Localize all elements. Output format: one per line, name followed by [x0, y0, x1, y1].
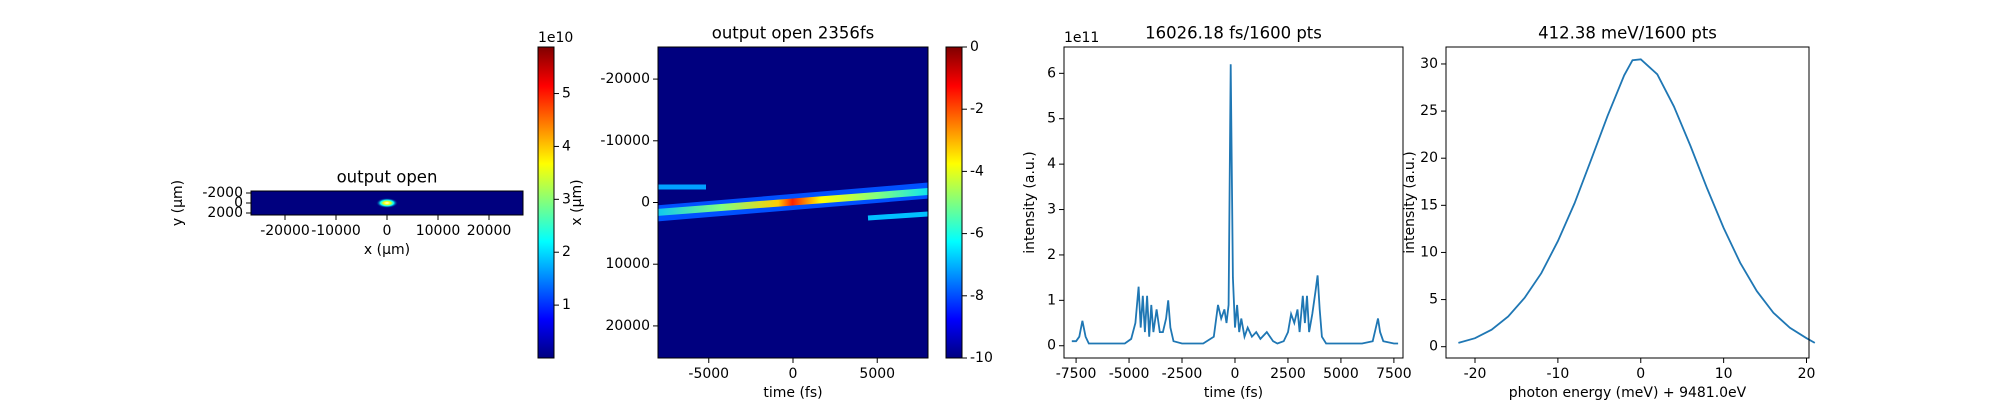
x-tick-label: 2500	[1270, 366, 1306, 382]
colorbar-tick-label: -10	[970, 350, 993, 366]
heatmap-spot	[376, 198, 398, 208]
chart-title: 412.38 meV/1600 pts	[1538, 24, 1717, 43]
chart-title: output open 2356fs	[712, 24, 875, 43]
colorbar-tick-label: -6	[970, 226, 984, 242]
x-axis-label: photon energy (meV) + 9481.0eV	[1509, 385, 1747, 400]
colorbar-tick-label: 0	[970, 39, 979, 55]
y-tick-label: 4	[1047, 156, 1056, 172]
y-tick-label: 1	[1047, 292, 1056, 308]
colorbar-frame	[945, 46, 963, 359]
y-tick-label: 0	[1047, 338, 1056, 354]
streak-core	[658, 188, 928, 216]
colorbar-offset-label: 1e10	[538, 30, 573, 46]
y-tick-label: 15	[1420, 197, 1438, 213]
x-tick-label: -7500	[1056, 366, 1097, 382]
axes-frame	[250, 190, 524, 216]
y-tick-label: -10000	[600, 133, 650, 149]
colorbar-tick-label: 4	[562, 138, 571, 154]
x-axis-label: time (fs)	[1204, 385, 1263, 400]
chart-title: output open	[337, 168, 438, 187]
y-tick-label: 2000	[207, 205, 243, 221]
y-tick-label: 20	[1420, 150, 1438, 166]
x-tick-label: 0	[1231, 366, 1240, 382]
heatmap-streaks	[658, 182, 928, 222]
x-tick-label: 10	[1715, 366, 1733, 382]
colorbar-tick-label: -4	[970, 163, 984, 179]
colorbar-tick-label: 2	[562, 244, 571, 260]
colorbar-tick-label: 1	[562, 297, 571, 313]
colorbar	[946, 47, 962, 358]
x-tick-label: 20000	[467, 223, 512, 239]
y-tick-label: 5	[1047, 111, 1056, 127]
axes-frame	[1063, 46, 1404, 359]
colorbar-tick-label: -2	[970, 101, 984, 117]
colorbar-tick-label: 5	[562, 86, 571, 102]
x-tick-label: 7500	[1376, 366, 1412, 382]
x-tick-label: 5000	[859, 366, 895, 382]
x-tick-label: -2500	[1162, 366, 1203, 382]
line	[1458, 58, 1816, 344]
streak-side	[867, 211, 928, 221]
colorbar	[538, 47, 554, 358]
y-tick-label: 10	[1420, 244, 1438, 260]
y-tick-label: 10000	[605, 256, 650, 272]
x-tick-label: -5000	[1109, 366, 1150, 382]
y-tick-label: -20000	[600, 71, 650, 87]
x-tick-label: -5000	[688, 366, 729, 382]
y-tick-label: -2000	[202, 185, 243, 201]
y-axis-label: x (μm)	[569, 179, 585, 225]
x-tick-label: -20000	[260, 223, 310, 239]
y-tick-label: 0	[1429, 339, 1438, 355]
x-tick-label: 10000	[416, 223, 461, 239]
y-axis-label: intensity (a.u.)	[1402, 151, 1418, 253]
y-tick-label: 0	[641, 195, 650, 211]
axes-frame	[1445, 46, 1810, 359]
x-tick-label: -20	[1464, 366, 1487, 382]
chart-title: 16026.18 fs/1600 pts	[1145, 24, 1322, 43]
x-tick-label: 0	[383, 223, 392, 239]
axes-frame	[657, 46, 929, 359]
y-tick-label: 25	[1420, 103, 1438, 119]
y-tick-label: 5	[1429, 292, 1438, 308]
offset-label: 1e11	[1064, 30, 1099, 46]
colorbar-tick-label: 3	[562, 191, 571, 207]
x-tick-label: 5000	[1323, 366, 1359, 382]
y-tick-label: 0	[234, 195, 243, 211]
y-tick-label: 6	[1047, 65, 1056, 81]
y-axis-label: y (μm)	[170, 180, 186, 226]
x-tick-label: 0	[1636, 366, 1645, 382]
y-tick-label: 30	[1420, 56, 1438, 72]
x-tick-label: -10	[1546, 366, 1569, 382]
y-tick-label: 2	[1047, 247, 1056, 263]
y-axis-label: intensity (a.u.)	[1022, 151, 1038, 253]
x-tick-label: -10000	[311, 223, 361, 239]
y-tick-label: 3	[1047, 202, 1056, 218]
colorbar-frame	[537, 46, 555, 359]
x-axis-label: x (μm)	[364, 242, 410, 258]
x-axis-label: time (fs)	[763, 385, 822, 400]
x-tick-label: 0	[789, 366, 798, 382]
line	[1071, 64, 1399, 345]
colorbar-tick-label: -8	[970, 288, 984, 304]
x-tick-label: 20	[1798, 366, 1816, 382]
y-tick-label: 20000	[605, 318, 650, 334]
